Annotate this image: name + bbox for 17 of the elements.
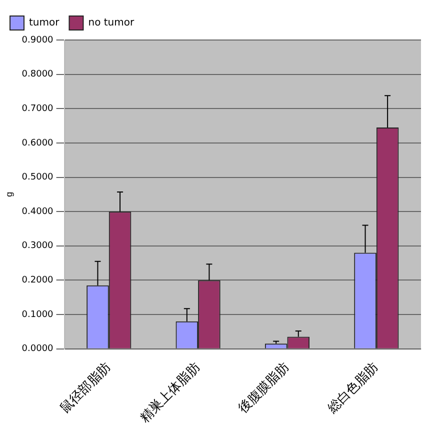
y-tick-label: 0.0000: [22, 344, 54, 354]
y-tick-label: 0.7000: [22, 104, 54, 114]
y-tick-label: 0.4000: [22, 206, 54, 217]
y-tick-label: 0.6000: [22, 138, 54, 148]
x-tick-label: 総白色脂肪: [324, 360, 382, 418]
y-tick-label: 0.2000: [22, 276, 54, 286]
y-tick-label: 0.3000: [22, 241, 54, 252]
x-tick-label: 鼠径部脂肪: [58, 360, 114, 417]
y-axis-title: g: [4, 192, 14, 197]
y-tick-label: 0.9000: [22, 35, 54, 46]
y-tick-label: 0.5000: [22, 172, 54, 183]
legend-label: no tumor: [88, 18, 135, 29]
legend-label: tumor: [29, 18, 60, 29]
y-tick-label: 0.1000: [22, 310, 54, 320]
x-tick-label: 精巣上体脂肪: [138, 360, 204, 426]
x-tick-label: 後腹膜脂肪: [236, 360, 292, 417]
y-tick-label: 0.8000: [22, 70, 54, 80]
